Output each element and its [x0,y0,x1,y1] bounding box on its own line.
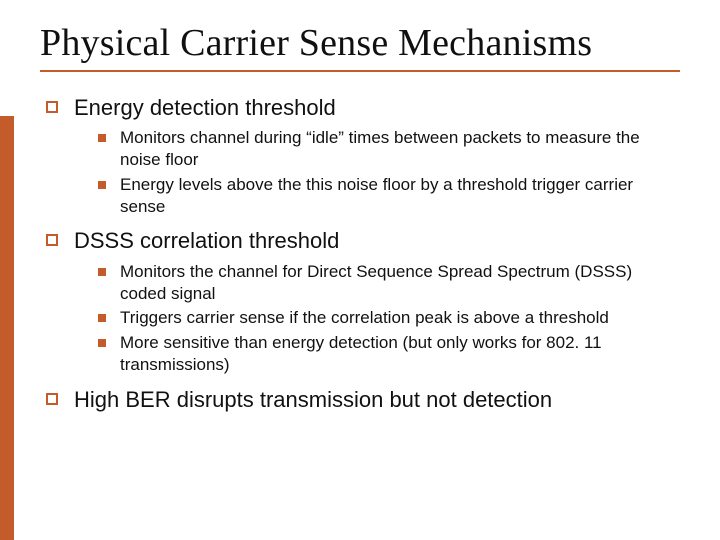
solid-square-bullet-icon [98,339,106,347]
sub-list-item-label: Monitors channel during “idle” times bet… [120,127,680,171]
list-item-label: DSSS correlation threshold [74,227,339,255]
sub-list-item-label: Monitors the channel for Direct Sequence… [120,261,680,305]
list-item-label: High BER disrupts transmission but not d… [74,386,552,414]
solid-square-bullet-icon [98,268,106,276]
list-item: High BER disrupts transmission but not d… [46,386,680,414]
list-item: Energy detection threshold [46,94,680,122]
slide-content: Energy detection threshold Monitors chan… [40,94,680,413]
solid-square-bullet-icon [98,181,106,189]
sub-list-item: Energy levels above the this noise floor… [98,174,680,218]
sub-list-item: Monitors channel during “idle” times bet… [98,127,680,171]
solid-square-bullet-icon [98,134,106,142]
sub-list: Monitors channel during “idle” times bet… [98,127,680,217]
list-item: DSSS correlation threshold [46,227,680,255]
sub-list: Monitors the channel for Direct Sequence… [98,261,680,376]
sub-list-item: Triggers carrier sense if the correlatio… [98,307,680,329]
accent-bar [0,116,14,540]
hollow-square-bullet-icon [46,234,58,246]
hollow-square-bullet-icon [46,393,58,405]
sub-list-item-label: Energy levels above the this noise floor… [120,174,680,218]
solid-square-bullet-icon [98,314,106,322]
slide: Physical Carrier Sense Mechanisms Energy… [0,0,720,540]
slide-title: Physical Carrier Sense Mechanisms [40,24,680,64]
sub-list-item: More sensitive than energy detection (bu… [98,332,680,376]
title-underline [40,70,680,72]
hollow-square-bullet-icon [46,101,58,113]
sub-list-item-label: Triggers carrier sense if the correlatio… [120,307,609,329]
list-item-label: Energy detection threshold [74,94,336,122]
sub-list-item-label: More sensitive than energy detection (bu… [120,332,680,376]
sub-list-item: Monitors the channel for Direct Sequence… [98,261,680,305]
